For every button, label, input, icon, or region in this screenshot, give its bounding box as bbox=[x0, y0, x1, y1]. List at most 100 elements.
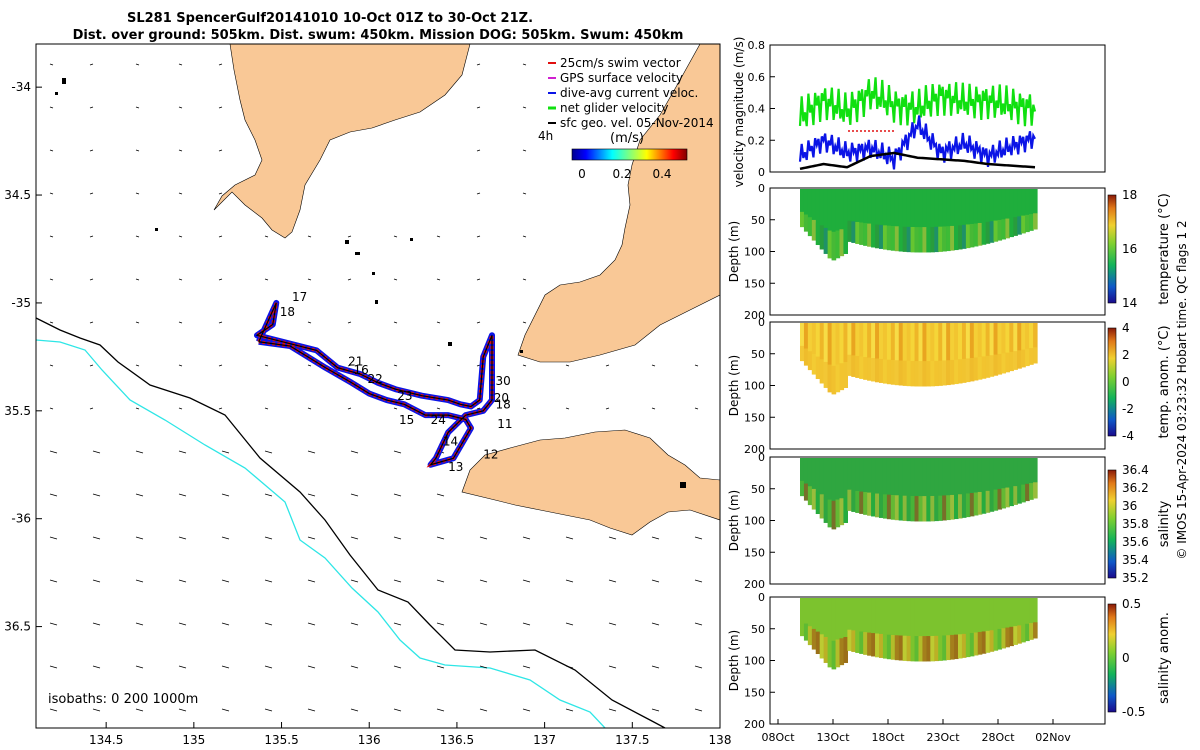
geo-velocity-arrow bbox=[522, 536, 531, 540]
section-column-deep bbox=[855, 221, 860, 244]
geo-velocity-arrow bbox=[307, 708, 316, 712]
geo-velocity-arrow bbox=[651, 407, 656, 410]
geo-velocity-arrow bbox=[347, 321, 352, 324]
section-column-deep bbox=[969, 223, 975, 248]
section-column bbox=[811, 458, 817, 510]
section-column-deep bbox=[942, 226, 947, 252]
section-column-deep bbox=[1033, 213, 1038, 230]
section-column-deep bbox=[800, 211, 805, 228]
geo-velocity-arrow bbox=[436, 364, 441, 367]
section-column-deep bbox=[894, 635, 900, 661]
section-column-deep bbox=[938, 495, 943, 521]
section-column bbox=[938, 458, 943, 521]
section-column-deep bbox=[993, 354, 999, 376]
section-column bbox=[1013, 598, 1018, 645]
section-column bbox=[855, 598, 860, 653]
section-column bbox=[800, 598, 805, 637]
geo-velocity-arrow bbox=[694, 622, 703, 626]
section-column bbox=[914, 458, 920, 522]
geo-velocity-arrow bbox=[49, 364, 54, 367]
geo-velocity-arrow bbox=[476, 278, 481, 281]
geo-velocity-arrow bbox=[178, 63, 183, 66]
geo-velocity-arrow bbox=[221, 708, 230, 712]
velocity-series-0 bbox=[798, 77, 1037, 127]
section-column bbox=[934, 598, 939, 662]
section-column-deep bbox=[859, 356, 864, 379]
geo-velocity-arrow bbox=[264, 407, 269, 410]
section-column bbox=[950, 323, 955, 385]
geo-velocity-arrow bbox=[49, 708, 58, 712]
section-column-deep bbox=[954, 225, 959, 251]
section-column bbox=[886, 323, 892, 385]
section-column bbox=[934, 189, 939, 253]
map-x-tick-label: 136.5 bbox=[440, 733, 474, 747]
section-column-deep bbox=[977, 491, 983, 515]
section-column-deep bbox=[902, 226, 908, 252]
section-column bbox=[954, 189, 959, 251]
glider-track bbox=[253, 299, 495, 468]
geo-velocity-arrow bbox=[49, 149, 54, 152]
isobath-200m bbox=[36, 317, 666, 728]
map-y-tick-label: -34 bbox=[11, 80, 31, 94]
section-column-deep bbox=[886, 634, 892, 660]
geo-velocity-arrow bbox=[89, 321, 94, 324]
section-column-deep bbox=[859, 222, 864, 245]
geo-velocity-arrow bbox=[218, 149, 223, 152]
section-column bbox=[855, 189, 860, 244]
section-column-deep bbox=[1001, 219, 1006, 240]
section-x-tick-label: 18Oct bbox=[871, 731, 905, 744]
section-x-tick-label: 08Oct bbox=[761, 731, 795, 744]
section-column-deep bbox=[973, 223, 979, 247]
geo-velocity-arrow bbox=[221, 493, 230, 497]
section-column-deep bbox=[819, 634, 825, 659]
legend-sfc-geo-velocity: sfc geo. vel. 05-Nov-2014 bbox=[560, 116, 714, 130]
section-column bbox=[843, 458, 848, 523]
section-column-deep bbox=[973, 632, 979, 656]
section-column bbox=[879, 458, 884, 518]
section-y-tick-label: 200 bbox=[744, 718, 765, 731]
geo-velocity-arrow bbox=[178, 278, 183, 281]
section-column bbox=[1013, 323, 1018, 370]
section-column-deep bbox=[938, 226, 943, 252]
section-column bbox=[946, 458, 951, 521]
section-column bbox=[871, 598, 876, 657]
geo-velocity-arrow bbox=[307, 235, 312, 238]
section-column bbox=[906, 458, 912, 522]
section-column-deep bbox=[803, 214, 809, 232]
geo-velocity-arrow bbox=[178, 450, 187, 454]
section-column-deep bbox=[894, 226, 900, 252]
section-column bbox=[1021, 598, 1026, 643]
surface-velocity-arrows bbox=[49, 63, 703, 712]
section-column-deep bbox=[851, 630, 856, 652]
geo-velocity-arrow bbox=[89, 106, 94, 109]
section-column bbox=[946, 598, 951, 661]
map-x-tick-label: 136 bbox=[358, 733, 381, 747]
section-column bbox=[827, 189, 833, 259]
colorbar-tick-label: 14 bbox=[1122, 296, 1137, 310]
geo-velocity-arrow bbox=[522, 665, 531, 669]
section-column-deep bbox=[910, 360, 916, 387]
geo-velocity-arrow bbox=[49, 235, 54, 238]
geo-velocity-arrow bbox=[694, 407, 699, 410]
geo-velocity-arrow bbox=[605, 407, 610, 410]
section-column bbox=[882, 189, 888, 250]
map-x-tick-label: 134.5 bbox=[89, 733, 123, 747]
section-column-deep bbox=[993, 629, 999, 651]
geo-velocity-arrow bbox=[49, 407, 54, 410]
section-column bbox=[977, 323, 983, 380]
section-column-deep bbox=[847, 629, 852, 651]
section-column-deep bbox=[946, 226, 951, 252]
section-column-deep bbox=[815, 491, 821, 515]
section-column-deep bbox=[835, 230, 841, 259]
section-column bbox=[902, 189, 908, 252]
geo-velocity-arrow bbox=[522, 235, 527, 238]
section-column-deep bbox=[926, 361, 931, 387]
section-column bbox=[1005, 598, 1010, 648]
geo-velocity-arrow bbox=[350, 622, 359, 626]
section-column bbox=[886, 598, 892, 660]
geo-velocity-arrow bbox=[393, 235, 398, 238]
geo-velocity-arrow bbox=[479, 622, 488, 626]
section-column bbox=[1029, 598, 1034, 640]
section-column-deep bbox=[875, 358, 880, 383]
section-column-deep bbox=[989, 630, 995, 652]
